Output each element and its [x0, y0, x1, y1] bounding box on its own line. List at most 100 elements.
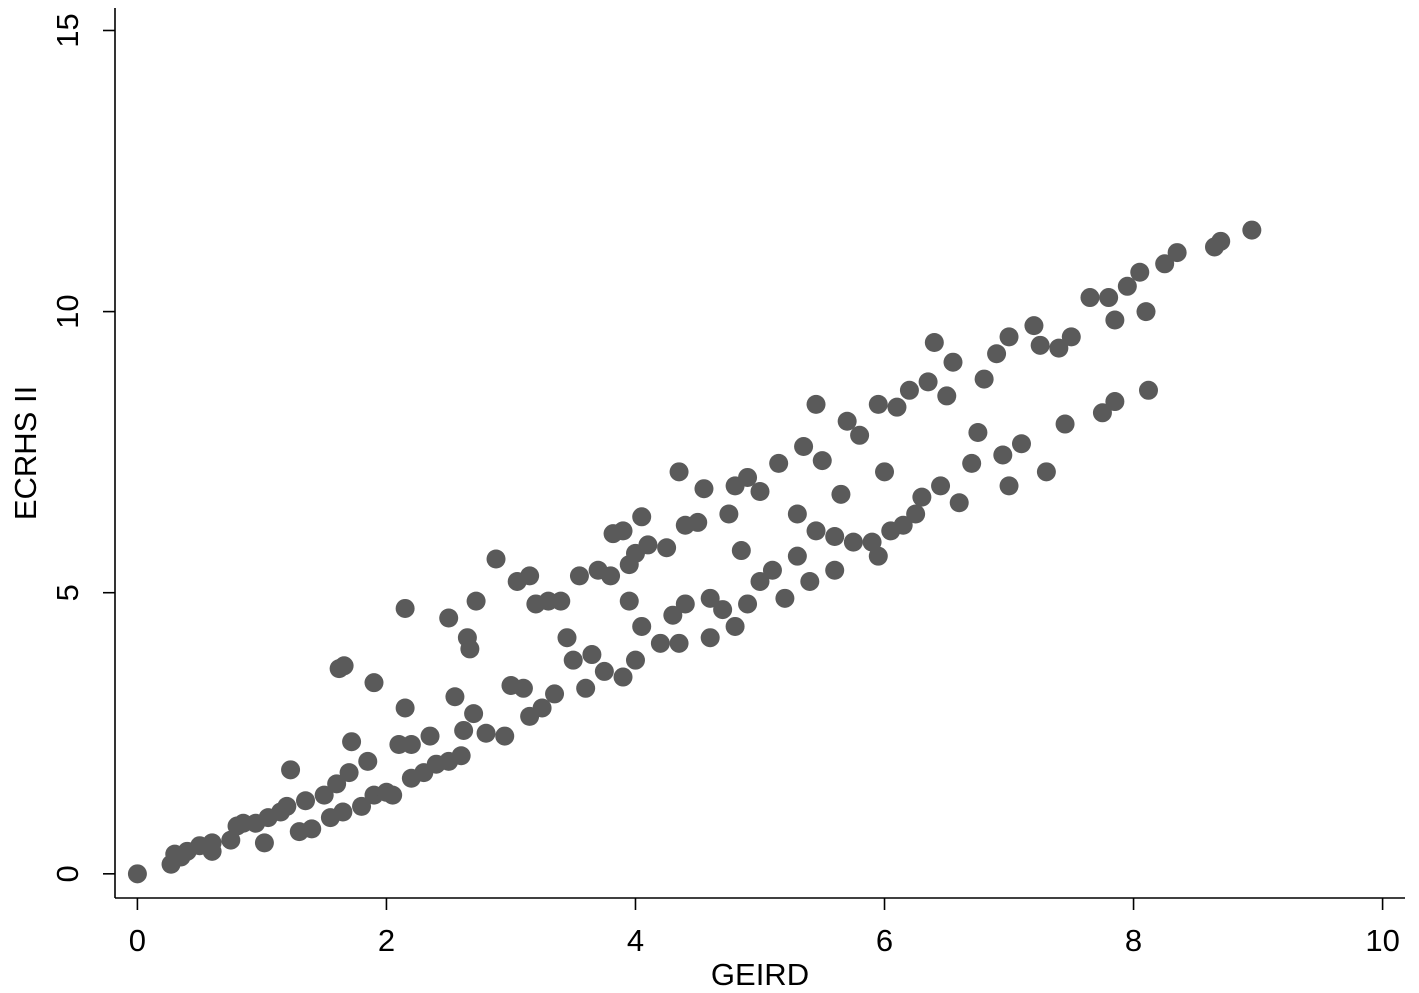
point — [1092, 403, 1112, 423]
point — [787, 504, 807, 524]
point — [738, 594, 758, 614]
point — [868, 394, 888, 414]
point — [127, 864, 147, 884]
point — [931, 476, 951, 496]
point — [202, 833, 222, 853]
point — [1061, 327, 1081, 347]
point — [314, 785, 334, 805]
x-tick-label: 6 — [876, 923, 893, 958]
x-tick-label: 4 — [627, 923, 644, 958]
point — [949, 493, 969, 513]
point — [613, 667, 633, 687]
point — [968, 422, 988, 442]
point — [725, 616, 745, 636]
point — [439, 608, 459, 628]
point — [912, 487, 932, 507]
point — [787, 546, 807, 566]
point — [495, 726, 515, 746]
point — [688, 512, 708, 532]
point — [632, 507, 652, 527]
point — [825, 560, 845, 580]
point — [719, 504, 739, 524]
point — [999, 327, 1019, 347]
y-axis-title: ECRHS II — [8, 386, 43, 520]
point — [557, 628, 577, 648]
point — [669, 633, 689, 653]
point — [893, 515, 913, 535]
point — [1155, 254, 1175, 274]
point — [1024, 316, 1044, 336]
point — [460, 639, 480, 659]
point — [476, 723, 496, 743]
point — [899, 380, 919, 400]
point — [906, 504, 926, 524]
point — [750, 482, 770, 502]
point — [513, 678, 533, 698]
point — [464, 704, 484, 724]
point — [1138, 380, 1158, 400]
point — [738, 467, 758, 487]
point — [987, 344, 1007, 364]
point — [1055, 414, 1075, 434]
point — [1080, 288, 1100, 308]
x-axis-title: GEIRD — [711, 957, 809, 992]
x-tick-label: 2 — [378, 923, 395, 958]
point — [875, 462, 895, 482]
point — [451, 746, 471, 766]
point — [974, 369, 994, 389]
point — [962, 453, 982, 473]
point — [466, 591, 486, 611]
point — [339, 763, 359, 783]
point — [731, 541, 751, 561]
point — [401, 735, 421, 755]
point — [843, 532, 863, 552]
point — [700, 628, 720, 648]
point — [943, 352, 963, 372]
point — [825, 526, 845, 546]
point — [281, 760, 301, 780]
point — [342, 732, 362, 752]
y-tick-label: 0 — [50, 865, 85, 882]
point — [383, 785, 403, 805]
point — [1242, 220, 1262, 240]
point — [334, 656, 354, 676]
point — [638, 535, 658, 555]
point — [837, 411, 857, 431]
point — [800, 571, 820, 591]
point — [358, 751, 378, 771]
point — [831, 484, 851, 504]
point — [420, 726, 440, 746]
point — [657, 538, 677, 558]
point — [806, 521, 826, 541]
point — [650, 633, 670, 653]
point — [750, 571, 770, 591]
point — [454, 720, 474, 740]
point — [296, 791, 316, 811]
point — [395, 598, 415, 618]
point — [762, 560, 782, 580]
point — [395, 698, 415, 718]
point — [277, 796, 297, 816]
point — [775, 588, 795, 608]
x-tick-label: 8 — [1125, 923, 1142, 958]
point — [532, 698, 552, 718]
point — [794, 437, 814, 457]
point — [850, 425, 870, 445]
point — [333, 802, 353, 822]
point — [713, 600, 733, 620]
point — [993, 445, 1013, 465]
y-tick-label: 10 — [50, 294, 85, 328]
point — [625, 650, 645, 670]
point — [918, 372, 938, 392]
point — [1105, 392, 1125, 412]
point — [1099, 288, 1119, 308]
point — [1167, 243, 1187, 263]
point — [1036, 462, 1056, 482]
point — [563, 650, 583, 670]
point — [1211, 231, 1231, 251]
point — [613, 521, 633, 541]
point — [619, 591, 639, 611]
point — [582, 645, 602, 665]
point — [254, 833, 274, 853]
